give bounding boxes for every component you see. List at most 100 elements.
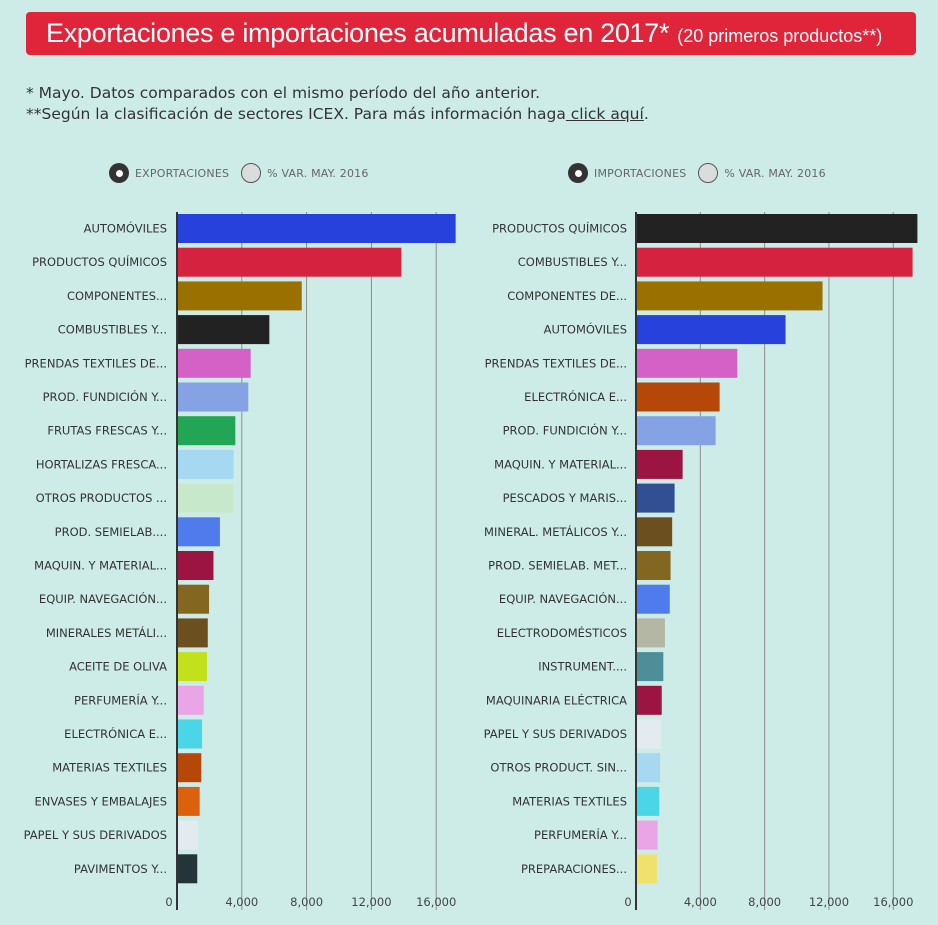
imports-bar	[636, 382, 720, 412]
exports-chart: 0 4,000 8,000 12,000 16,000 AUTOMÓVILES PRODUC…	[24, 212, 456, 910]
exports-bar	[177, 247, 402, 277]
exports-category-label: ELECTRÓNICA E...	[64, 726, 167, 741]
imports-bar	[636, 652, 664, 682]
exports-var-option-label[interactable]: % VAR. MAY. 2016	[267, 166, 369, 180]
exports-bar	[177, 449, 234, 479]
exports-toggle: EXPORTACIONES % VAR. MAY. 2016	[109, 163, 381, 183]
page-title: Exportaciones e importaciones acumuladas…	[46, 18, 670, 48]
click-here-link[interactable]: click aquí	[565, 105, 644, 123]
footnote-source-end: .	[643, 105, 649, 123]
imports-category-label: COMPONENTES DE...	[507, 289, 627, 303]
footnote-source-text: **Según la clasificación de sectores ICE…	[26, 105, 566, 123]
imports-bar	[636, 618, 665, 648]
imports-bar	[636, 786, 660, 816]
imports-category-label: PRODUCTOS QUÍMICOS	[492, 221, 627, 236]
imports-bar	[636, 247, 913, 277]
exports-x-tick-label: 0	[165, 895, 172, 909]
exports-bar	[177, 618, 208, 648]
imports-bar	[636, 214, 918, 243]
imports-category-label: PROD. SEMIELAB. MET...	[488, 559, 627, 573]
exports-category-label: MATERIAS TEXTILES	[52, 761, 167, 775]
imports-bar	[636, 685, 662, 715]
exports-category-label: MAQUIN. Y MATERIAL...	[34, 559, 167, 573]
imports-radio-on-icon[interactable]	[568, 163, 588, 183]
exports-bar	[177, 517, 220, 547]
exports-category-label: PAVIMENTOS Y...	[74, 862, 167, 876]
imports-category-label: COMBUSTIBLES Y...	[518, 255, 627, 269]
exports-category-label: PERFUMERÍA Y...	[74, 692, 167, 707]
imports-category-label: OTROS PRODUCT. SIN...	[490, 761, 627, 775]
imports-category-label: MAQUIN. Y MATERIAL...	[494, 457, 627, 471]
imports-bar	[636, 281, 823, 311]
exports-category-label: PROD. SEMIELAB....	[55, 525, 167, 539]
imports-category-label: ELECTRODOMÉSTICOS	[497, 625, 627, 640]
imports-bar	[636, 551, 671, 580]
exports-x-tick-label: 8,000	[290, 895, 323, 909]
imports-category-label: MATERIAS TEXTILES	[512, 794, 627, 808]
imports-category-label: PRENDAS TEXTILES DE...	[485, 356, 627, 370]
imports-category-label: PREPARACIONES...	[521, 862, 627, 876]
exports-bar	[177, 315, 270, 345]
page-subtitle: (20 primeros productos**)	[677, 26, 883, 46]
imports-bar	[636, 483, 675, 513]
imports-category-label: INSTRUMENT....	[538, 660, 627, 674]
imports-x-tick-label: 4,000	[684, 895, 717, 909]
imports-category-label: AUTOMÓVILES	[544, 322, 627, 337]
exports-bar	[177, 416, 236, 446]
exports-var-radio-icon[interactable]	[241, 163, 262, 183]
imports-x-tick-label: 0	[624, 895, 631, 909]
exports-bar	[177, 584, 210, 614]
imports-bar	[636, 348, 738, 378]
imports-bar	[636, 449, 683, 479]
exports-bar	[177, 685, 204, 715]
exports-category-label: PRODUCTOS QUÍMICOS	[32, 254, 167, 269]
exports-category-label: HORTALIZAS FRESCA...	[36, 457, 167, 471]
imports-x-tick-label: 12,000	[809, 895, 849, 909]
exports-category-label: PRENDAS TEXTILES DE...	[25, 356, 167, 370]
exports-bar	[177, 348, 251, 378]
imports-option-label[interactable]: IMPORTACIONES	[594, 166, 687, 180]
exports-category-label: PAPEL Y SUS DERIVADOS	[24, 828, 167, 842]
exports-category-label: AUTOMÓVILES	[84, 221, 167, 236]
imports-var-radio-icon[interactable]	[698, 163, 719, 183]
exports-category-label: ACEITE DE OLIVA	[69, 660, 167, 674]
imports-bar	[636, 719, 661, 749]
title-banner: Exportaciones e importaciones acumuladas…	[26, 12, 916, 55]
exports-bar	[177, 753, 202, 783]
exports-category-label: MINERALES METÁLI...	[46, 625, 167, 640]
imports-bar	[636, 584, 670, 614]
exports-bar	[177, 854, 198, 884]
imports-var-option-label[interactable]: % VAR. MAY. 2016	[724, 166, 826, 180]
imports-category-label: PERFUMERÍA Y...	[534, 827, 627, 842]
exports-x-tick-label: 16,000	[416, 895, 456, 909]
exports-category-label: FRUTAS FRESCAS Y...	[47, 424, 167, 438]
exports-option-label[interactable]: EXPORTACIONES	[135, 166, 230, 180]
exports-x-tick-label: 12,000	[351, 895, 391, 909]
exports-bar	[177, 483, 233, 513]
exports-category-label: EQUIP. NAVEGACIÓN...	[39, 591, 167, 606]
imports-toggle: IMPORTACIONES % VAR. MAY. 2016	[568, 163, 838, 183]
exports-bar	[177, 652, 207, 682]
imports-x-tick-label: 8,000	[748, 895, 781, 909]
exports-category-label: OTROS PRODUCTOS ...	[36, 491, 167, 505]
imports-category-label: PROD. FUNDICIÓN Y...	[503, 423, 627, 438]
exports-category-label: ENVASES Y EMBALAJES	[34, 794, 167, 808]
imports-category-label: MAQUINARIA ELÉCTRICA	[486, 692, 627, 707]
imports-bar	[636, 854, 657, 884]
imports-category-label: ELECTRÓNICA E...	[524, 389, 627, 404]
exports-bar	[177, 281, 302, 311]
imports-category-label: EQUIP. NAVEGACIÓN...	[499, 591, 627, 606]
footnotes: * Mayo. Datos comparados con el mismo pe…	[26, 83, 649, 125]
imports-category-label: MINERAL. METÁLICOS Y...	[484, 524, 627, 539]
imports-bar	[636, 820, 658, 850]
exports-radio-on-icon[interactable]	[109, 163, 129, 183]
exports-x-tick-label: 4,000	[225, 895, 258, 909]
exports-bar	[177, 551, 214, 580]
exports-bar	[177, 719, 203, 749]
imports-bar	[636, 315, 786, 345]
imports-category-label: PESCADOS Y MARIS...	[503, 491, 627, 505]
imports-bar	[636, 517, 673, 547]
imports-chart: 0 4,000 8,000 12,000 16,000 PRODUCTOS QUÍMICO…	[484, 212, 918, 910]
imports-category-label: PAPEL Y SUS DERIVADOS	[484, 727, 627, 741]
